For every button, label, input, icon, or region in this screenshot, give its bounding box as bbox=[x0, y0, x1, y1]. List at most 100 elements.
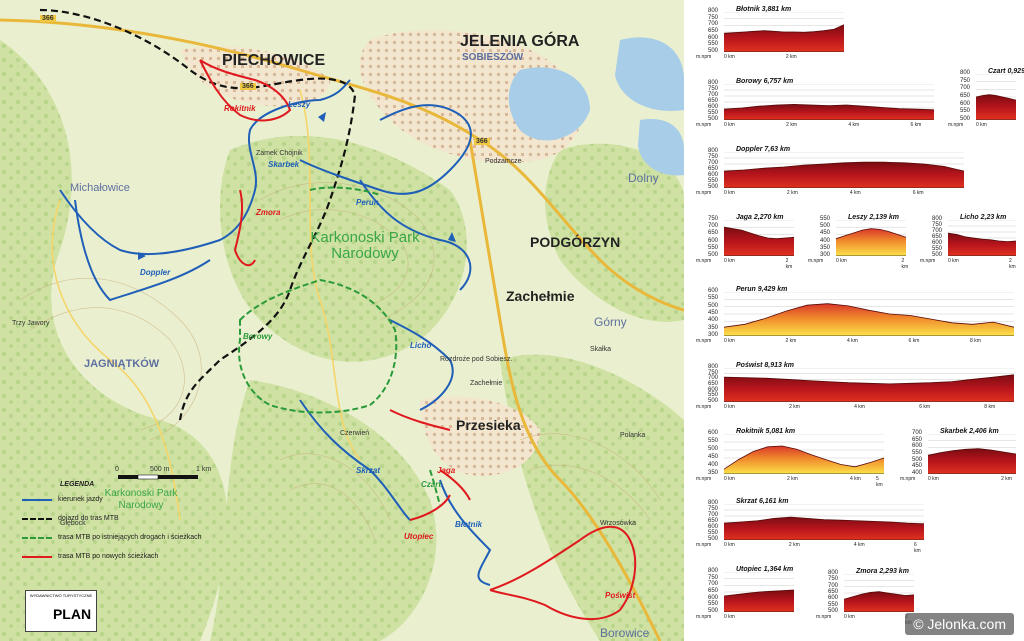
profile-xtick: 0 km bbox=[948, 258, 959, 264]
profile-ytick: 500 bbox=[707, 302, 718, 309]
profile-czart: Czart 0,929 km 800750700650600550500m.npm… bbox=[946, 68, 1024, 130]
profile-ytick: 750 bbox=[707, 154, 718, 160]
profile-ytick: 600 bbox=[707, 104, 718, 110]
profile-area bbox=[724, 162, 964, 188]
profile-plot bbox=[836, 220, 906, 256]
profile-xtick: 6 km bbox=[919, 404, 931, 410]
profile-ytick: 650 bbox=[707, 381, 718, 387]
profile-line bbox=[724, 103, 934, 111]
profile-title: Doppler 7,63 km bbox=[736, 146, 791, 153]
profile-line bbox=[724, 374, 1014, 385]
profile-plot bbox=[724, 220, 794, 256]
route-label-leszy: Leszy bbox=[288, 100, 311, 109]
town-label: Zachełmie bbox=[506, 288, 575, 304]
profile-ytick: 450 bbox=[707, 454, 718, 460]
profile-ytick: 650 bbox=[707, 518, 718, 524]
road-number: 366 bbox=[474, 138, 490, 145]
profile-plot bbox=[844, 574, 914, 612]
brand-top: WYDAWNICTWO TURYSTYCZNE bbox=[29, 593, 93, 598]
profile-plot bbox=[948, 220, 1016, 256]
watermark: © Jelonka.com bbox=[905, 613, 1014, 635]
profile-line bbox=[844, 591, 914, 600]
profile-xtick: 2 km bbox=[1001, 476, 1012, 482]
profile-ytick: 600 bbox=[707, 524, 718, 530]
profile-line bbox=[976, 94, 1016, 101]
route-label-blotnik: Błotnik bbox=[455, 520, 483, 529]
profile-xtick: 0 km bbox=[724, 614, 735, 620]
profile-xtick: 0 km bbox=[724, 122, 735, 128]
place-name: Podzamcze bbox=[485, 158, 522, 165]
profile-ytick: 450 bbox=[819, 230, 830, 237]
profile-xtick: 4 km bbox=[854, 404, 865, 410]
legend-item-direction: kierunek jazdy bbox=[22, 490, 252, 509]
road-number: 366 bbox=[40, 15, 56, 22]
profile-skrzat: Skrzat 6,161 km 800 750 700 650 600 550 500 m.np… bbox=[694, 498, 924, 554]
profile-unit: m.npm bbox=[948, 122, 964, 128]
profile-xtick: 2 km bbox=[786, 476, 798, 482]
place-name: Zachełmie bbox=[470, 380, 503, 387]
route-label-rokitnik: Rokitnik bbox=[224, 104, 256, 113]
profile-area bbox=[724, 446, 884, 474]
place-name: Czerwień bbox=[340, 430, 370, 437]
profile-plot bbox=[724, 12, 844, 52]
profile-jaga: Jaga 2,270 km 750 700 650 600 550 500 m.npm 0 km… bbox=[694, 214, 794, 270]
profile-xtick: 5 km bbox=[876, 476, 883, 488]
profile-xtick: 4 km bbox=[849, 190, 861, 196]
profile-unit: m.npm bbox=[696, 258, 712, 264]
profile-xtick: 6 km bbox=[914, 542, 921, 554]
road-number: 366 bbox=[240, 83, 256, 90]
profile-xtick: 0 km bbox=[724, 258, 735, 264]
profile-xtick: 2 km bbox=[788, 542, 800, 548]
route-label-skrzat: Skrzat bbox=[356, 466, 381, 475]
profile-line bbox=[724, 24, 844, 34]
profile-title: Skarbek 2,406 km bbox=[940, 428, 999, 435]
town-label: JAGNIĄTKÓW bbox=[84, 358, 160, 370]
profile-ytick: 550 bbox=[707, 392, 718, 399]
profile-line bbox=[724, 445, 884, 470]
profile-area bbox=[724, 517, 924, 540]
profile-title: Poświst 8,913 km bbox=[736, 362, 794, 369]
profile-unit: m.npm bbox=[696, 614, 712, 620]
profile-unit: m.npm bbox=[696, 190, 712, 196]
route-label-skarbek: Skarbek bbox=[268, 160, 300, 169]
profile-ytick: 800 bbox=[707, 8, 718, 14]
legend-label: trasa MTB po istniejących drogach i ście… bbox=[58, 534, 202, 541]
green-dash-icon bbox=[22, 536, 52, 539]
legend-item-existing: trasa MTB po istniejących drogach i ście… bbox=[22, 528, 252, 547]
profile-plot bbox=[724, 152, 964, 188]
profile-area bbox=[724, 590, 794, 612]
route-label-jaga: Jaga bbox=[437, 466, 456, 475]
profile-rokitnik: Rokitnik 5,081 km 600 550 500 450 400 350 m.npm… bbox=[694, 428, 884, 488]
profile-line bbox=[724, 226, 794, 240]
profile-ytick: 600 bbox=[911, 443, 922, 450]
profile-ytick: 550 bbox=[707, 244, 718, 251]
legend-title: LEGENDA bbox=[60, 481, 95, 488]
profile-xtick: 2 km bbox=[901, 258, 909, 270]
profile-ytick: 800 bbox=[707, 80, 718, 86]
profile-ytick: 600 bbox=[827, 595, 838, 602]
profile-title: Utopiec 1,364 km bbox=[736, 566, 794, 573]
profile-xtick: 4 km bbox=[849, 476, 861, 482]
route-label-borowy: Borowy bbox=[243, 332, 273, 341]
profile-ytick: 600 bbox=[707, 34, 718, 41]
legend-label: trasa MTB po nowych ścieżkach bbox=[58, 553, 159, 560]
profile-ytick: 800 bbox=[707, 364, 718, 370]
profile-unit: m.npm bbox=[816, 614, 832, 620]
profile-unit: m.npm bbox=[696, 54, 712, 60]
profile-plot bbox=[724, 84, 934, 120]
profile-ytick: 350 bbox=[707, 324, 718, 331]
profile-ytick: 750 bbox=[707, 506, 718, 512]
route-label-utopiec: Utopiec bbox=[404, 532, 434, 541]
profile-licho: Licho 2,23 km 800 750 700 650 600 550 500 m.npm 0… bbox=[918, 214, 1016, 270]
profile-ytick: 700 bbox=[911, 430, 922, 436]
profile-utopiec: Utopiec 1,364 km 800 750 700 650 600 550 500 m.n… bbox=[694, 566, 794, 622]
place-name: Rozdroże pod Sobiesz. bbox=[440, 356, 513, 363]
profile-xtick: 8 km bbox=[984, 404, 996, 410]
profile-ytick: 550 bbox=[959, 108, 970, 115]
legend-park-label: Karkonoski Park Narodowy bbox=[104, 488, 178, 511]
profile-area bbox=[724, 374, 1014, 402]
profile-skarbek: Skarbek 2,406 km 700 650 600 550 500 450 400 m.n… bbox=[898, 428, 1016, 484]
profile-ytick: 600 bbox=[707, 288, 718, 294]
profile-ytick: 650 bbox=[707, 230, 718, 237]
profile-ytick: 700 bbox=[707, 223, 718, 230]
